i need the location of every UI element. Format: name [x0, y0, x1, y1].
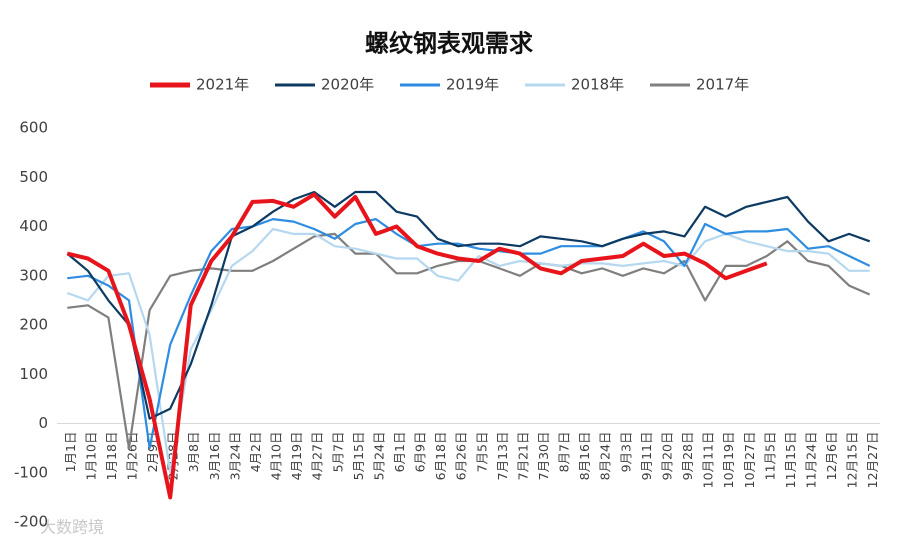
x-tick-label: 6月9日 — [413, 432, 428, 473]
legend-label: 2017年 — [696, 76, 749, 94]
x-tick-label: 8月7日 — [557, 432, 572, 473]
x-tick-label: 9月28日 — [680, 432, 695, 481]
y-tick-label: -200 — [14, 513, 48, 531]
x-tick-label: 8月24日 — [598, 432, 613, 481]
x-tick-label: 10月27日 — [742, 432, 757, 489]
x-tick-label: 11月15日 — [783, 432, 798, 489]
y-tick-label: 0 — [38, 414, 48, 432]
x-tick-label: 4月2日 — [248, 432, 263, 473]
x-tick-label: 4月10日 — [269, 432, 284, 481]
x-tick-label: 5月7日 — [330, 432, 345, 473]
x-tick-label: 5月15日 — [351, 432, 366, 481]
watermark: 大数跨境 — [40, 518, 104, 537]
x-tick-label: 10月11日 — [701, 432, 716, 489]
y-tick-label: 200 — [19, 316, 48, 334]
y-tick-label: -100 — [14, 463, 48, 481]
x-tick-label: 7月5日 — [474, 432, 489, 473]
y-tick-label: 500 — [19, 168, 48, 186]
x-tick-label: 9月20日 — [659, 432, 674, 481]
y-tick-label: 100 — [19, 365, 48, 383]
x-tick-label: 12月6日 — [824, 432, 839, 481]
series-line — [66, 227, 870, 474]
legend-label: 2019年 — [446, 76, 499, 94]
x-tick-label: 9月11日 — [639, 432, 654, 481]
x-tick-label: 7月30日 — [536, 432, 551, 481]
x-tick-label: 11月24日 — [803, 432, 818, 489]
chart-title: 螺纹钢表观需求 — [365, 29, 533, 58]
x-tick-label: 1月18日 — [104, 432, 119, 481]
x-tick-label: 6月18日 — [433, 432, 448, 481]
x-tick-label: 3月24日 — [227, 432, 242, 481]
x-tick-label: 6月26日 — [454, 432, 469, 481]
x-tick-label: 11月5日 — [762, 432, 777, 481]
y-tick-label: 600 — [19, 119, 48, 137]
x-tick-label: 12月15日 — [845, 432, 860, 489]
x-tick-label: 3月8日 — [186, 432, 201, 473]
x-tick-label: 4月19日 — [289, 432, 304, 481]
y-tick-label: 400 — [19, 217, 48, 235]
x-tick-label: 7月13日 — [495, 432, 510, 481]
x-tick-label: 12月27日 — [865, 432, 880, 489]
legend-label: 2018年 — [571, 76, 624, 94]
x-tick-label: 10月19日 — [721, 432, 736, 489]
x-tick-label: 9月3日 — [618, 432, 633, 473]
series-line — [66, 190, 871, 420]
x-tick-label: 3月16日 — [207, 432, 222, 481]
x-tick-label: 4月27日 — [310, 432, 325, 481]
series-line — [67, 218, 871, 450]
x-tick-label: 1月10日 — [83, 432, 98, 481]
legend-label: 2021年 — [196, 76, 249, 94]
legend-label: 2020年 — [321, 76, 374, 94]
y-tick-label: 300 — [19, 266, 48, 284]
x-tick-label: 8月16日 — [577, 432, 592, 481]
x-tick-label: 1月1日 — [63, 432, 78, 473]
series-line — [66, 192, 768, 500]
x-tick-label: 7月21日 — [515, 432, 530, 481]
x-tick-label: 6月1日 — [392, 432, 407, 473]
x-tick-label: 5月24日 — [371, 432, 386, 481]
